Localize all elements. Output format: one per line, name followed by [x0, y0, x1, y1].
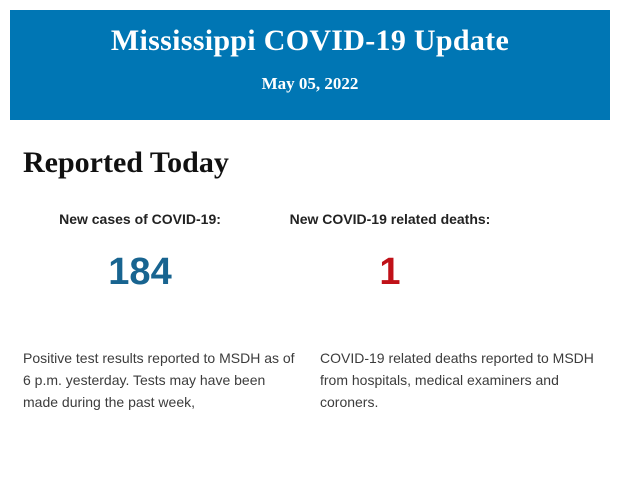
content: Reported Today New cases of COVID-19: 18…: [10, 146, 610, 413]
page-body: { "banner": { "title": "Mississippi COVI…: [0, 10, 620, 493]
stats-row: New cases of COVID-19: 184 New COVID-19 …: [15, 211, 597, 291]
stat-value-new-cases: 184: [108, 251, 172, 293]
stat-new-deaths: New COVID-19 related deaths: 1: [265, 211, 515, 291]
descriptions-row: Positive test results reported to MSDH a…: [23, 347, 597, 413]
stat-new-cases: New cases of COVID-19: 184: [15, 211, 265, 291]
section-heading: Reported Today: [23, 146, 229, 179]
stat-label-new-cases: New cases of COVID-19:: [59, 211, 221, 227]
stat-label-new-deaths: New COVID-19 related deaths:: [289, 211, 491, 227]
stat-description-new-cases: Positive test results reported to MSDH a…: [23, 350, 295, 410]
banner-title: Mississippi COVID-19 Update: [110, 24, 510, 57]
stat-value-new-deaths: 1: [379, 251, 401, 293]
header-banner: Mississippi COVID-19 Update May 05, 2022: [10, 10, 610, 120]
stat-description-new-deaths: COVID-19 related deaths reported to MSDH…: [320, 350, 594, 410]
page: Mississippi COVID-19 Update May 05, 2022…: [10, 10, 610, 413]
banner-date: May 05, 2022: [261, 74, 359, 93]
